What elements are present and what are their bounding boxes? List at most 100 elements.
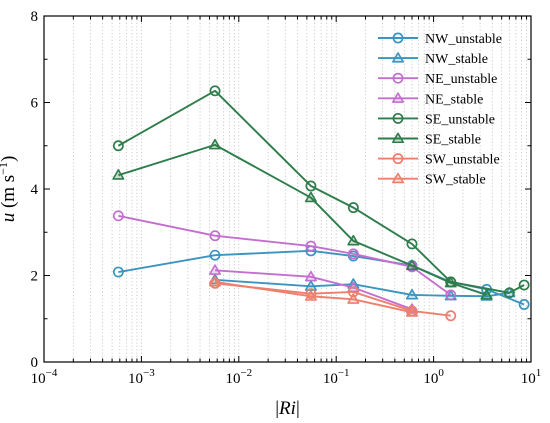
x-axis-title-suffix: |: [296, 398, 300, 419]
data-point-sw-stable: [304, 290, 317, 301]
data-point-sw-stable: [347, 293, 360, 304]
data-point-sw-unstable: [347, 286, 359, 298]
data-point-sw-unstable: [445, 310, 457, 322]
series-line-se-stable: [118, 143, 487, 296]
y-tick-label: 0: [31, 355, 39, 371]
y-tick-label: 4: [31, 182, 39, 198]
data-point-ne-unstable: [112, 210, 124, 222]
y-axis-title-close: ): [0, 156, 19, 162]
legend-label-nw-unstable: NW_unstable: [425, 32, 502, 47]
data-point-nw-unstable: [518, 299, 530, 310]
y-axis-title-unit: (m s: [0, 175, 19, 213]
data-point-se-stable: [480, 288, 493, 300]
legend-marker-nw-stable: [391, 52, 405, 63]
data-point-se-unstable: [406, 238, 418, 250]
data-point-se-stable: [347, 234, 360, 246]
series-line-ne-unstable: [118, 214, 452, 296]
x-tick-label: 100: [423, 367, 444, 387]
x-tick-label-exponent: −4: [46, 367, 58, 379]
data-point-ne-unstable: [209, 230, 221, 242]
series-line-se-unstable: [117, 89, 525, 294]
data-point-se-unstable: [305, 180, 317, 192]
series-line-sw-unstable: [214, 282, 451, 317]
legend-label-se-stable: SE_stable: [425, 133, 481, 148]
data-point-se-stable: [304, 191, 317, 203]
data-point-sw-stable: [405, 306, 418, 317]
data-point-sw-unstable: [305, 288, 317, 300]
series-line-ne-stable: [214, 269, 413, 311]
legend-marker-se-unstable: [392, 112, 404, 124]
legend-item-sw-stable: SW_stable: [378, 173, 486, 188]
data-point-nw-stable: [304, 280, 317, 291]
x-tick-label-exponent: −2: [240, 367, 252, 379]
data-point-sw-stable: [209, 275, 222, 287]
legend-label-se-unstable: SE_unstable: [425, 112, 495, 127]
data-point-se-stable: [112, 169, 125, 180]
x-tick-label: 10−2: [225, 367, 252, 387]
y-tick-label: 8: [31, 9, 39, 25]
legend-label-ne-unstable: NE_unstable: [425, 72, 497, 87]
x-tick-label-base: 10: [225, 371, 240, 387]
data-point-se-unstable: [347, 202, 359, 214]
legend-item-nw-unstable: NW_unstable: [378, 32, 502, 47]
x-tick-label: 10−4: [31, 367, 58, 387]
legend-marker-se-stable: [391, 132, 405, 144]
legend-marker-sw-unstable: [392, 153, 404, 165]
x-tick-label-exponent: 0: [438, 367, 444, 379]
legend-item-se-stable: SE_stable: [378, 133, 481, 148]
x-tick-label-base: 10: [323, 371, 338, 387]
data-point-se-unstable: [112, 140, 124, 152]
data-point-nw-unstable: [209, 249, 221, 261]
data-point-se-stable: [209, 138, 222, 150]
legend-label-ne-stable: NE_stable: [425, 92, 483, 107]
y-axis-title-exp: −1: [0, 162, 10, 175]
series-line-nw-stable: [214, 278, 510, 298]
y-axis-title-wrap: u (m s−1): [0, 156, 19, 223]
x-tick-label-base: 10: [128, 371, 143, 387]
y-tick-label: 2: [31, 269, 39, 285]
y-axis-title-var: u: [0, 213, 19, 223]
x-axis-title: |Ri|: [275, 398, 300, 419]
series-layer: [112, 85, 530, 322]
data-point-se-unstable: [209, 85, 221, 97]
series-sw-unstable: [209, 277, 457, 322]
data-point-nw-stable: [405, 288, 418, 300]
legend-label-sw-stable: SW_stable: [425, 173, 486, 188]
y-axis-title: u (m s−1): [0, 156, 19, 223]
x-tick-label: 10−3: [128, 367, 155, 387]
legend-marker-ne-unstable: [392, 72, 404, 84]
x-tick-label-exponent: −3: [143, 367, 155, 379]
legend-marker-nw-unstable: [392, 32, 404, 44]
legend-item-ne-unstable: NE_unstable: [378, 72, 497, 87]
legend-item-se-unstable: SE_unstable: [378, 112, 495, 127]
legend: NW_unstable NW_stable NE_unstable NE_stable…: [378, 32, 502, 188]
data-point-se-unstable: [518, 279, 530, 291]
series-line-sw-stable: [214, 281, 413, 314]
legend-label-sw-unstable: SW_unstable: [425, 153, 500, 168]
data-point-ne-unstable: [305, 240, 317, 252]
x-tick-label-exponent: 1: [536, 367, 542, 379]
x-tick-label-exponent: −1: [338, 367, 350, 379]
data-point-ne-unstable: [445, 289, 457, 301]
data-point-nw-unstable: [112, 266, 124, 278]
x-tick-label-base: 10: [521, 371, 536, 387]
legend-marker-ne-stable: [391, 92, 405, 103]
data-point-ne-stable: [304, 270, 317, 282]
x-axis-title-prefix: |: [275, 398, 279, 419]
x-axis-title-var: Ri: [278, 398, 296, 419]
legend-marker-sw-stable: [391, 172, 405, 184]
legend-label-nw-stable: NW_stable: [425, 52, 488, 67]
x-tick-label: 10−1: [323, 367, 350, 387]
data-point-se-stable: [444, 276, 457, 288]
data-point-ne-unstable: [347, 248, 359, 260]
legend-item-ne-stable: NE_stable: [378, 92, 483, 107]
series-se-stable: [112, 138, 493, 300]
data-point-ne-stable: [209, 264, 222, 275]
y-tick-label: 6: [31, 96, 39, 112]
data-point-se-stable: [405, 259, 418, 271]
legend-item-nw-stable: NW_stable: [378, 52, 488, 67]
x-tick-label: 101: [521, 367, 542, 387]
